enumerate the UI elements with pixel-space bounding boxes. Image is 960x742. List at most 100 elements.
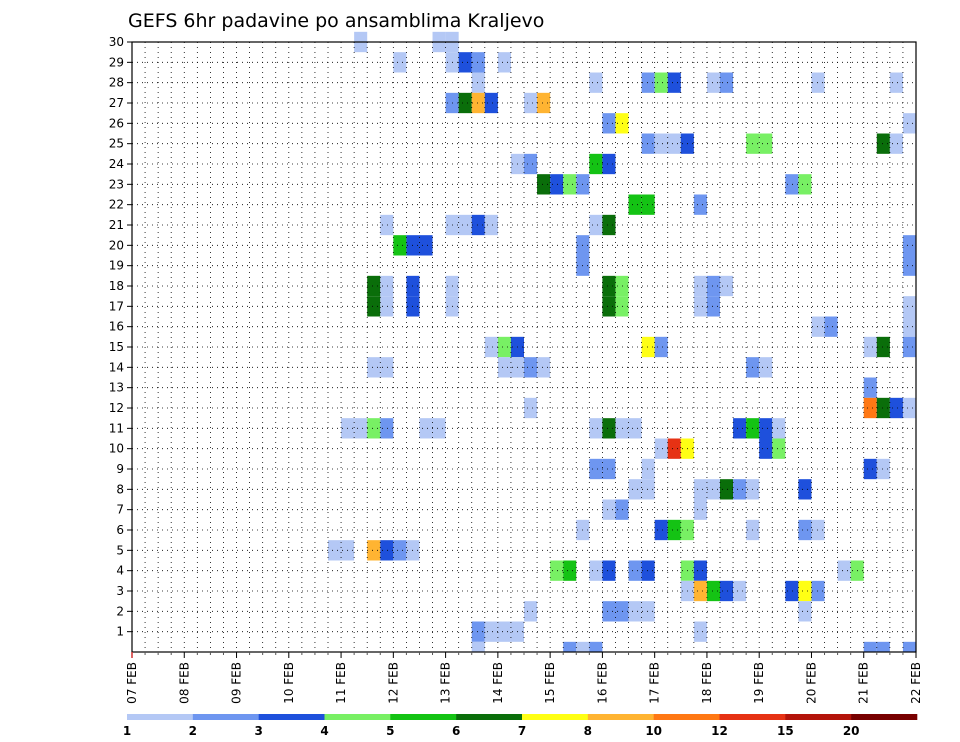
heatmap-cell-24: [602, 113, 616, 134]
colorbar-label-2: 2: [189, 724, 197, 738]
heatmap-cell-30: [667, 133, 681, 154]
heatmap-cell-173: [798, 580, 812, 602]
y-tick-label-3: 3: [116, 584, 124, 598]
heatmap-cell-69: [693, 275, 707, 297]
heatmap-cell-171: [733, 580, 747, 602]
heatmap-cell-181: [471, 621, 485, 642]
heatmap-cell-22: [524, 92, 538, 114]
x-tick-label-9: 16 FEB: [595, 662, 609, 704]
y-tick-label-7: 7: [116, 503, 124, 517]
heatmap-cell-120: [759, 418, 773, 439]
y-tick-label-17: 17: [109, 299, 124, 313]
heatmap-cell-137: [720, 479, 734, 500]
colorbar-swatch-9: [719, 714, 786, 720]
heatmap-cell-172: [785, 580, 799, 602]
heatmap-cell-41: [550, 174, 564, 195]
heatmap-cell-13: [706, 72, 720, 93]
heatmap-cell-79: [706, 296, 720, 317]
heatmap-cell-131: [863, 458, 877, 480]
heatmap-cell-46: [628, 194, 642, 215]
x-tick-label-11: 18 FEB: [700, 662, 714, 704]
heatmap-cell-85: [497, 336, 511, 358]
heatmap-cell-162: [641, 560, 655, 581]
y-tick-label-5: 5: [116, 543, 124, 557]
heatmap-cell-23: [537, 92, 551, 114]
heatmap-cell-98: [537, 357, 551, 378]
heatmap-cell-8: [471, 72, 485, 93]
heatmap-cell-182: [484, 621, 498, 642]
heatmap-cell-157: [550, 560, 564, 581]
heatmap-cell-146: [667, 519, 681, 541]
colorbar-label-12: 12: [711, 724, 728, 738]
y-tick-label-11: 11: [109, 421, 124, 435]
heatmap-cell-6: [471, 52, 485, 73]
heatmap-cell-145: [654, 519, 668, 541]
heatmap-cell-58: [419, 235, 433, 256]
y-tick-label-1: 1: [116, 625, 124, 639]
heatmap-cell-78: [693, 296, 707, 317]
heatmap-cell-97: [524, 357, 538, 378]
x-axis-ticks: 07 FEB 08 FEB 09 FEB 10 FEB 11 FEB 12 FEB 13 F…: [125, 652, 923, 704]
colorbar-swatch-2: [258, 714, 325, 720]
heatmap-cell-150: [811, 519, 825, 541]
heatmap-cell-3: [393, 52, 407, 73]
heatmap-cell-110: [367, 418, 381, 439]
colorbar-label-1: 1: [123, 724, 131, 738]
y-tick-label-25: 25: [109, 137, 124, 151]
heatmap-cell-174: [811, 580, 825, 602]
heatmap-cell-123: [667, 438, 681, 459]
heatmap-cell-106: [902, 397, 916, 419]
colorbar-label-20: 20: [843, 724, 860, 738]
heatmap-cell-87: [641, 336, 655, 358]
colorbar-swatch-4: [390, 714, 457, 720]
x-tick-label-15: 22 FEB: [909, 662, 923, 704]
heatmap-cell-117: [628, 418, 642, 439]
heatmap-cell-101: [863, 377, 877, 398]
heatmap-cell-12: [667, 72, 681, 93]
heatmap-cell-134: [641, 479, 655, 500]
heatmap-cell-168: [693, 580, 707, 602]
heatmap-cell-89: [863, 336, 877, 358]
heatmap-cell-191: [876, 641, 890, 652]
heatmap-cell-80: [902, 296, 916, 317]
heatmap-cell-132: [876, 458, 890, 480]
heatmap-cell-52: [471, 214, 485, 236]
colorbar-label-15: 15: [777, 724, 794, 738]
heatmap-cell-113: [432, 418, 446, 439]
colorbar-swatch-7: [587, 714, 654, 720]
heatmap-cell-11: [654, 72, 668, 93]
heatmap-cell-136: [706, 479, 720, 500]
heatmap-cell-186: [471, 641, 485, 652]
heatmap-cell-126: [772, 438, 786, 459]
colorbar-legend: 1 2 3 4 5 6 7 8 10 12 15 20: [123, 714, 918, 738]
heatmap-cell-55: [602, 214, 616, 236]
chart-title: GEFS 6hr padavine po ansamblima Kraljevo: [128, 10, 544, 32]
heatmap-cell-118: [733, 418, 747, 439]
heatmap-cell-122: [654, 438, 668, 459]
heatmap-cell-179: [641, 601, 655, 622]
heatmap-cell-154: [380, 540, 394, 561]
heatmap-cell-192: [902, 641, 916, 652]
heatmap-cell-143: [693, 499, 707, 520]
heatmap-cell-158: [563, 560, 577, 581]
heatmap-cell-103: [863, 397, 877, 419]
dotted-grid: [132, 41, 916, 652]
heatmap-cell-40: [537, 174, 551, 195]
heatmap-cell-170: [720, 580, 734, 602]
y-tick-label-26: 26: [109, 116, 124, 130]
heatmap-cell-183: [497, 621, 511, 642]
colorbar-swatch-0: [127, 714, 194, 720]
heatmap-cell-29: [654, 133, 668, 154]
heatmap-cell-76: [602, 296, 616, 317]
heatmap-cell-151: [328, 540, 342, 561]
y-tick-label-15: 15: [109, 340, 124, 354]
x-tick-label-0: 07 FEB: [125, 662, 139, 704]
heatmap-cell-114: [589, 418, 603, 439]
heatmap-cell-53: [484, 214, 498, 236]
heatmap-cell-102: [524, 397, 538, 419]
heatmap-cell-138: [733, 479, 747, 500]
y-tick-label-28: 28: [109, 76, 124, 90]
heatmap-cell-155: [393, 540, 407, 561]
x-tick-label-2: 09 FEB: [230, 662, 244, 704]
